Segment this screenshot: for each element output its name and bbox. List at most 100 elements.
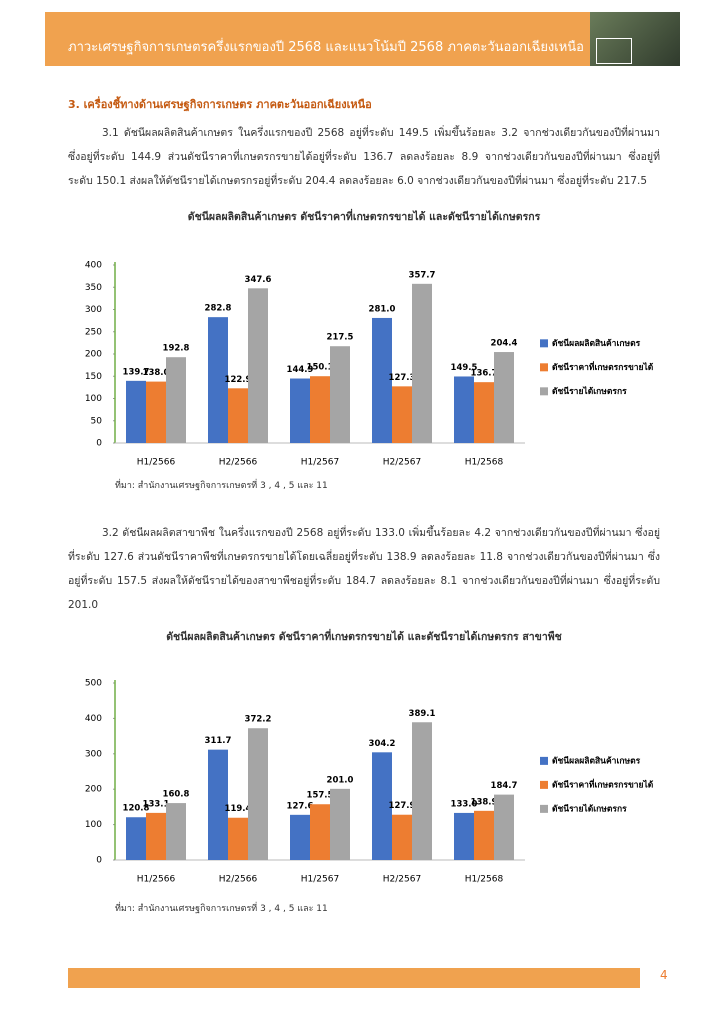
value-label: 127.9 — [389, 801, 416, 811]
header-frame — [596, 38, 632, 64]
header-image — [590, 12, 680, 66]
chart-title: ดัชนีผลผลิตสินค้าเกษตร ดัชนีราคาที่เกษตร… — [166, 631, 562, 643]
legend-swatch — [540, 780, 548, 789]
bar — [392, 814, 412, 860]
bar — [248, 728, 268, 860]
bar — [290, 814, 310, 860]
bar — [392, 386, 412, 443]
value-label: 372.2 — [245, 715, 272, 725]
footer-bar — [68, 968, 640, 988]
legend-label: ดัชนีรายได้เกษตรกร — [552, 386, 627, 397]
page-number: 4 — [660, 968, 668, 982]
x-tick-label: H1/2568 — [465, 458, 504, 468]
bar — [454, 376, 474, 443]
chart-title: ดัชนีผลผลิตสินค้าเกษตร ดัชนีราคาที่เกษตร… — [187, 211, 541, 223]
value-label: 184.7 — [491, 781, 518, 791]
bar — [228, 388, 248, 443]
bar — [412, 722, 432, 860]
bar — [248, 288, 268, 443]
chart-source: ที่มา: สำนักงานเศรษฐกิจการเกษตรที่ 3 , 4… — [115, 904, 328, 914]
x-tick-label: H2/2567 — [383, 458, 421, 468]
x-tick-label: H2/2566 — [219, 458, 258, 468]
bar — [474, 810, 494, 860]
value-label: 201.0 — [327, 775, 354, 785]
bar — [166, 803, 186, 860]
paragraph: 3.1 ดัชนีผลผลิตสินค้าเกษตร ในครึ่งแรกของ… — [68, 127, 660, 187]
chart: 0 50 100 150 200 250 300 350 400 H1/2566 139.7138.… — [85, 261, 654, 468]
y-tick-label: 0 — [96, 439, 102, 449]
bar — [126, 817, 146, 860]
value-label: 127.6 — [287, 801, 314, 811]
value-label: 311.7 — [205, 736, 232, 746]
value-label: 120.8 — [123, 804, 150, 814]
x-tick-label: H1/2567 — [301, 458, 339, 468]
value-label: 204.4 — [491, 339, 518, 349]
x-tick-label: H2/2566 — [219, 875, 258, 885]
bar — [146, 381, 166, 443]
legend-label: ดัชนีราคาที่เกษตรกรขายได้ — [552, 777, 654, 790]
legend-swatch — [540, 804, 548, 813]
y-tick-label: 100 — [85, 394, 102, 404]
value-label: 357.7 — [409, 270, 436, 280]
y-tick-label: 300 — [85, 305, 102, 315]
y-tick-label: 400 — [85, 714, 102, 724]
legend-label: ดัชนีผลผลิตสินค้าเกษตร — [552, 338, 641, 349]
y-tick-label: 350 — [85, 283, 102, 293]
value-label: 122.9 — [225, 375, 252, 385]
legend-label: ดัชนีผลผลิตสินค้าเกษตร — [552, 755, 641, 766]
value-label: 281.0 — [369, 304, 396, 314]
y-tick-label: 150 — [85, 372, 102, 382]
value-label: 217.5 — [327, 333, 354, 343]
header-bar — [45, 12, 680, 66]
bar — [208, 317, 228, 443]
header-title: ภาวะเศรษฐกิจการเกษตรครึ่งแรกของปี 2568 แ… — [68, 40, 584, 55]
value-label: 192.8 — [163, 344, 190, 354]
bar — [166, 357, 186, 443]
value-label: 138.0 — [143, 368, 170, 378]
bar — [412, 283, 432, 443]
x-tick-label: H2/2567 — [383, 875, 421, 885]
bar — [228, 817, 248, 860]
legend-swatch — [540, 363, 548, 372]
bar — [372, 752, 392, 860]
paragraph: 3.2 ดัชนีผลผลิตสาขาพืช ในครึ่งแรกของปี 2… — [68, 527, 660, 611]
y-tick-label: 100 — [85, 820, 102, 830]
bar — [290, 378, 310, 443]
x-tick-label: H1/2568 — [465, 875, 504, 885]
value-label: 144.9 — [287, 365, 314, 375]
value-label: 133.1 — [143, 799, 170, 809]
x-tick-label: H1/2566 — [137, 875, 176, 885]
bar — [494, 794, 514, 860]
value-label: 119.4 — [225, 804, 252, 814]
value-label: 304.2 — [369, 739, 396, 749]
legend-swatch — [540, 387, 548, 396]
x-tick-label: H1/2566 — [137, 458, 176, 468]
y-tick-label: 400 — [85, 261, 102, 271]
value-label: 133.0 — [451, 799, 478, 809]
x-tick-label: H1/2567 — [301, 875, 339, 885]
legend-label: ดัชนีรายได้เกษตรกร — [552, 803, 627, 814]
bar — [310, 376, 330, 443]
value-label: 157.5 — [307, 791, 334, 801]
bar — [310, 804, 330, 860]
y-tick-label: 0 — [96, 856, 102, 866]
value-label: 136.7 — [471, 369, 498, 379]
bar — [494, 352, 514, 443]
bar — [330, 788, 350, 860]
section-heading: 3. เครื่องชี้ทางด้านเศรษฐกิจการเกษตร ภาค… — [68, 98, 372, 111]
value-label: 282.8 — [205, 304, 232, 314]
legend-swatch — [540, 756, 548, 765]
bar — [208, 749, 228, 860]
bar — [330, 346, 350, 443]
bar — [372, 317, 392, 443]
bar — [126, 380, 146, 443]
value-label: 138.9 — [471, 797, 498, 807]
y-tick-label: 50 — [91, 416, 103, 426]
bar — [454, 812, 474, 860]
legend-swatch — [540, 339, 548, 348]
y-tick-label: 500 — [85, 679, 102, 689]
value-label: 139.7 — [123, 367, 150, 377]
y-tick-label: 200 — [85, 785, 102, 795]
